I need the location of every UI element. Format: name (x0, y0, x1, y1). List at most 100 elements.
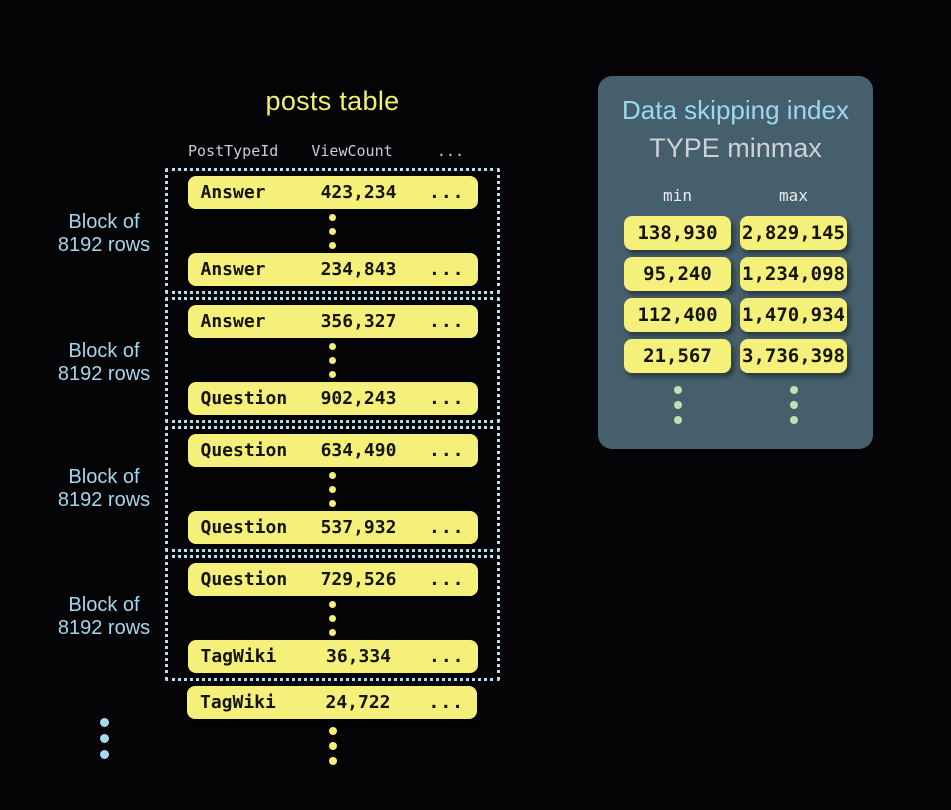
block-label-line: 8192 rows (57, 363, 151, 385)
cell-view-count: 423,234 (320, 182, 397, 203)
cell-ellipsis: ... (428, 569, 465, 590)
minmax-values: 138,930 2,829,145 95,240 1,234,098 112,4… (624, 216, 847, 373)
cell-post-type: Question (200, 569, 288, 590)
min-value-pill: 21,567 (624, 339, 731, 373)
dot (329, 600, 336, 608)
dot (789, 401, 798, 409)
more-rows-ellipsis (165, 727, 500, 765)
rows-ellipsis (329, 213, 336, 249)
cell-post-type: Question (200, 517, 288, 538)
max-value-pill: 2,829,145 (740, 216, 847, 250)
cell-ellipsis: ... (428, 440, 465, 461)
block-label-4: Block of 8192 rows (29, 594, 179, 640)
index-panel-title: Data skipping index (622, 95, 849, 125)
column-header-max: max (779, 186, 808, 205)
cell-post-type: TagWiki (200, 692, 276, 713)
min-column-ellipsis (673, 386, 682, 424)
block-label-2: Block of 8192 rows (29, 340, 179, 386)
rows-ellipsis (329, 600, 336, 636)
cell-post-type: Question (200, 388, 288, 409)
dot (329, 628, 336, 636)
block-label-line: 8192 rows (57, 617, 151, 639)
max-value-pill: 1,234,098 (740, 257, 847, 291)
block-label-line: Block of (68, 340, 140, 362)
column-header-viewcount: ViewCount (311, 142, 393, 160)
cell-post-type: TagWiki (200, 646, 277, 667)
cell-post-type: Answer (200, 311, 266, 332)
cell-view-count: 729,526 (320, 569, 397, 590)
table-row: Answer 356,327 ... (187, 305, 478, 338)
block-1: Answer 423,234 ... Answer 234,843 ... (165, 168, 500, 294)
cell-view-count: 634,490 (320, 440, 397, 461)
dot (329, 356, 336, 364)
data-skipping-index-panel: Data skipping index TYPE minmax min max … (598, 76, 873, 449)
dot (328, 742, 337, 750)
cell-ellipsis: ... (428, 259, 465, 280)
min-value-pill: 138,930 (624, 216, 731, 250)
cell-ellipsis: ... (428, 182, 465, 203)
table-row: Answer 234,843 ... (187, 253, 478, 286)
dot (99, 718, 109, 727)
max-value-pill: 1,470,934 (740, 298, 847, 332)
block-label-line: Block of (68, 594, 140, 616)
column-header-posttypeid: PostTypeId (188, 142, 279, 160)
block-label-line: Block of (68, 211, 140, 233)
block-label-line: 8192 rows (57, 489, 151, 511)
cell-ellipsis: ... (428, 646, 465, 667)
minmax-column-headers: min max (624, 186, 847, 205)
max-column-ellipsis (789, 386, 798, 424)
dot (99, 734, 109, 743)
cell-view-count: 537,932 (320, 517, 397, 538)
block-3: Question 634,490 ... Question 537,932 ..… (165, 426, 500, 552)
cell-view-count: 234,843 (320, 259, 397, 280)
min-value-pill: 112,400 (624, 298, 731, 332)
table-row: Question 729,526 ... (187, 563, 478, 596)
block-label-line: 8192 rows (57, 234, 151, 256)
block-4: Question 729,526 ... TagWiki 36,334 ... (165, 555, 500, 681)
block-label-line: Block of (68, 466, 140, 488)
max-value-pill: 3,736,398 (740, 339, 847, 373)
posts-table-title: posts table (265, 86, 400, 116)
cell-ellipsis: ... (428, 517, 465, 538)
table-row: Question 902,243 ... (187, 382, 478, 415)
dot (789, 416, 798, 424)
column-header-min: min (663, 186, 692, 205)
index-panel-subtitle: TYPE minmax (649, 133, 822, 163)
dot (789, 386, 798, 394)
dot (328, 727, 337, 735)
rows-ellipsis (329, 471, 336, 507)
table-row-trailing: TagWiki 24,722 ... (187, 686, 477, 719)
posts-table-column-headers: PostTypeId ViewCount ... (187, 141, 477, 161)
cell-ellipsis: ... (428, 692, 464, 713)
dot (329, 213, 336, 221)
block-2: Answer 356,327 ... Question 902,243 ... (165, 297, 500, 423)
dot (673, 386, 682, 394)
cell-view-count: 36,334 (325, 646, 392, 667)
table-row: Answer 423,234 ... (187, 176, 478, 209)
cell-post-type: Answer (200, 182, 266, 203)
dot (329, 499, 336, 507)
dot (329, 614, 336, 622)
dot (329, 342, 336, 350)
cell-ellipsis: ... (428, 388, 465, 409)
block-label-1: Block of 8192 rows (29, 211, 179, 257)
cell-view-count: 356,327 (320, 311, 397, 332)
table-row: Question 537,932 ... (187, 511, 478, 544)
more-index-entries-ellipsis (624, 386, 847, 424)
cell-ellipsis: ... (428, 311, 465, 332)
dot (329, 471, 336, 479)
cell-post-type: Question (200, 440, 288, 461)
dot (99, 750, 109, 759)
dot (673, 416, 682, 424)
dot (673, 401, 682, 409)
dot (328, 757, 337, 765)
dot (329, 241, 336, 249)
min-value-pill: 95,240 (624, 257, 731, 291)
table-row: Question 634,490 ... (187, 434, 478, 467)
dot (329, 227, 336, 235)
more-blocks-ellipsis (29, 718, 179, 759)
dot (329, 370, 336, 378)
rows-ellipsis (329, 342, 336, 378)
column-header-ellipsis: ... (436, 142, 464, 160)
